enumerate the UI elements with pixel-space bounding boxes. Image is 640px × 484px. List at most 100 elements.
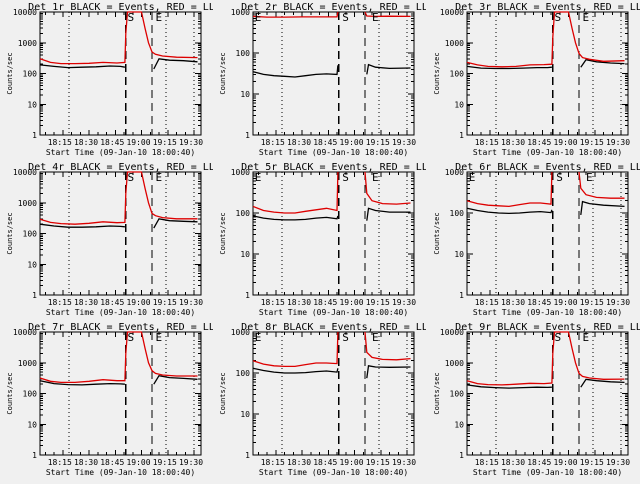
x-tick-label: 18:45 xyxy=(100,458,124,467)
y-tick-label: 1 xyxy=(459,291,464,300)
x-axis-label: Start Time (09-Jan-10 18:00:40) xyxy=(473,148,622,157)
series-line-lld xyxy=(39,171,198,225)
interval-marker-e: E xyxy=(469,171,476,184)
detector-panel-8: Det 8r BLACK = Events, RED = LLD 1 10 100 10… xyxy=(213,320,434,480)
series-line-events xyxy=(252,63,411,78)
y-tick-label: 10000 xyxy=(440,8,464,17)
y-axis-label: Counts/sec xyxy=(6,212,14,254)
x-tick-label: 18:45 xyxy=(527,458,551,467)
x-tick-label: 19:00 xyxy=(339,298,363,307)
detector-panel-7: Det 7r BLACK = Events, RED = LLD 1 10 100 10… xyxy=(0,320,221,480)
y-tick-label: 100 xyxy=(450,209,465,218)
x-tick-label: 19:00 xyxy=(553,458,577,467)
y-tick-label: 1000 xyxy=(231,8,250,17)
x-tick-label: 18:30 xyxy=(74,298,98,307)
chart-title: Det 7r BLACK = Events, RED = LLD xyxy=(28,322,213,333)
x-axis-label: Start Time (09-Jan-10 18:00:40) xyxy=(259,468,408,477)
x-tick-label: 19:00 xyxy=(126,458,150,467)
x-tick-label: 19:00 xyxy=(126,298,150,307)
y-tick-label: 1 xyxy=(459,131,464,140)
chart-svg: Det 2r BLACK = Events, RED = LLD 1 10 100 10… xyxy=(219,2,434,157)
interval-marker-e: E xyxy=(372,11,379,24)
series-line-lld xyxy=(466,331,625,386)
y-tick-label: 1 xyxy=(245,451,250,460)
x-tick-label: 18:30 xyxy=(74,458,98,467)
series-line-events xyxy=(466,200,625,215)
y-tick-label: 1000 xyxy=(445,39,464,48)
x-tick-label: 19:30 xyxy=(392,298,416,307)
y-axis-label: Counts/sec xyxy=(6,372,14,414)
y-tick-label: 100 xyxy=(23,230,38,239)
chart-title: Det 3r BLACK = Events, RED = LLD xyxy=(455,2,640,13)
interval-marker-e: E xyxy=(255,331,262,344)
x-tick-label: 19:15 xyxy=(153,458,177,467)
x-tick-label: 18:15 xyxy=(48,298,72,307)
y-tick-label: 1000 xyxy=(18,359,37,368)
x-tick-label: 18:45 xyxy=(100,298,124,307)
y-tick-label: 1 xyxy=(32,451,37,460)
plot-frame xyxy=(252,11,415,136)
x-tick-label: 18:30 xyxy=(287,298,311,307)
y-axis-label: Counts/sec xyxy=(433,52,441,94)
x-axis-label: Start Time (09-Jan-10 18:00:40) xyxy=(473,308,622,317)
y-tick-label: 100 xyxy=(23,70,38,79)
y-axis-label: Counts/sec xyxy=(219,52,227,94)
series-line-lld xyxy=(252,11,411,18)
y-tick-label: 10 xyxy=(454,250,464,259)
x-tick-label: 18:30 xyxy=(287,138,311,147)
y-tick-label: 10 xyxy=(240,410,250,419)
detector-panel-5: Det 5r BLACK = Events, RED = LLD 1 10 100 10… xyxy=(213,160,434,320)
x-tick-label: 18:15 xyxy=(475,298,499,307)
y-tick-label: 1 xyxy=(32,291,37,300)
y-axis-label: Counts/sec xyxy=(219,212,227,254)
x-tick-label: 19:30 xyxy=(606,458,630,467)
chart-title: Det 4r BLACK = Events, RED = LLD xyxy=(28,162,213,173)
interval-marker-e: E xyxy=(583,331,590,344)
series-line-events xyxy=(39,374,198,386)
x-tick-label: 19:00 xyxy=(339,458,363,467)
y-tick-label: 100 xyxy=(236,369,251,378)
x-tick-label: 19:30 xyxy=(392,458,416,467)
y-tick-label: 10 xyxy=(27,100,37,109)
chart-title: Det 1r BLACK = Events, RED = LLD xyxy=(28,2,213,13)
interval-marker-s: S xyxy=(342,331,349,344)
x-tick-label: 18:45 xyxy=(527,138,551,147)
y-tick-label: 1000 xyxy=(231,328,250,337)
interval-marker-e: E xyxy=(583,11,590,24)
x-axis-label: Start Time (09-Jan-10 18:00:40) xyxy=(473,468,622,477)
y-tick-label: 100 xyxy=(23,390,38,399)
interval-marker-s: S xyxy=(128,171,135,184)
interval-marker-s: S xyxy=(342,11,349,24)
x-tick-label: 19:15 xyxy=(580,298,604,307)
interval-marker-s: S xyxy=(342,171,349,184)
plot-frame xyxy=(252,171,415,296)
x-tick-label: 19:15 xyxy=(580,138,604,147)
x-tick-label: 18:30 xyxy=(501,458,525,467)
y-tick-label: 1000 xyxy=(445,359,464,368)
series-line-events xyxy=(252,207,411,221)
y-tick-label: 1 xyxy=(32,131,37,140)
y-tick-label: 10000 xyxy=(13,168,37,177)
plot-frame xyxy=(39,171,202,296)
interval-marker-s: S xyxy=(128,11,135,24)
series-line-lld xyxy=(252,171,411,214)
series-line-events xyxy=(466,378,625,389)
x-tick-label: 18:30 xyxy=(287,458,311,467)
plot-frame xyxy=(466,331,629,456)
detector-panel-4: Det 4r BLACK = Events, RED = LLD 1 10 100 10… xyxy=(0,160,221,320)
x-axis-label: Start Time (09-Jan-10 18:00:40) xyxy=(46,308,195,317)
x-axis-label: Start Time (09-Jan-10 18:00:40) xyxy=(259,148,408,157)
x-tick-label: 19:15 xyxy=(366,138,390,147)
interval-marker-e: E xyxy=(255,11,262,24)
x-tick-label: 19:00 xyxy=(339,138,363,147)
chart-title: Det 2r BLACK = Events, RED = LLD xyxy=(241,2,426,13)
chart-svg: Det 9r BLACK = Events, RED = LLD 1 10 100 10… xyxy=(433,322,640,477)
x-axis-label: Start Time (09-Jan-10 18:00:40) xyxy=(46,468,195,477)
detector-panel-2: Det 2r BLACK = Events, RED = LLD 1 10 100 10… xyxy=(213,0,434,160)
detector-panel-9: Det 9r BLACK = Events, RED = LLD 1 10 100 10… xyxy=(427,320,640,480)
series-line-lld xyxy=(39,331,198,384)
x-tick-label: 18:45 xyxy=(313,138,337,147)
interval-marker-s: S xyxy=(555,331,562,344)
detector-panel-6: Det 6r BLACK = Events, RED = LLD 1 10 100 10… xyxy=(427,160,640,320)
interval-marker-s: S xyxy=(128,331,135,344)
